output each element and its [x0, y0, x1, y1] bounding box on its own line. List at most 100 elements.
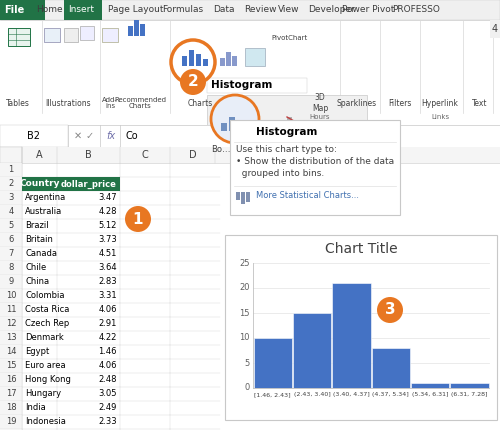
Circle shape	[377, 297, 403, 323]
Text: Costa Rica: Costa Rica	[25, 305, 70, 314]
Bar	[182, 56, 187, 66]
Text: 1.46: 1.46	[98, 347, 117, 356]
Text: 12: 12	[6, 319, 16, 329]
Text: 4.06: 4.06	[98, 305, 117, 314]
Text: 9: 9	[8, 277, 14, 286]
Bar	[0, 191, 22, 205]
Text: Hong Kong: Hong Kong	[25, 375, 71, 384]
Bar	[0, 233, 22, 247]
Text: E: E	[234, 150, 240, 160]
Text: 3.47: 3.47	[98, 194, 117, 203]
Text: 3: 3	[8, 194, 14, 203]
Text: G: G	[331, 150, 339, 160]
Text: 5: 5	[8, 221, 14, 230]
Bar	[22, 177, 57, 191]
Bar	[0, 247, 22, 261]
Text: Indonesia: Indonesia	[25, 418, 66, 427]
Bar	[80, 26, 94, 40]
Text: Czech Rep: Czech Rep	[25, 319, 69, 329]
Bar	[226, 52, 231, 66]
Bar	[0, 219, 22, 233]
Bar	[0, 177, 22, 191]
Bar	[232, 56, 237, 66]
Text: 10: 10	[240, 334, 250, 343]
Text: Histogram: Histogram	[211, 80, 272, 90]
Text: ✓: ✓	[86, 131, 94, 141]
Text: 4.06: 4.06	[98, 362, 117, 371]
Bar	[102, 28, 118, 42]
Text: Links: Links	[431, 114, 449, 120]
Bar	[294, 121, 299, 131]
Text: B: B	[85, 150, 92, 160]
Text: (4.37, 5.34]: (4.37, 5.34]	[372, 392, 409, 397]
Text: (5.34, 6.31]: (5.34, 6.31]	[412, 392, 449, 397]
Bar	[128, 26, 133, 36]
Text: 13: 13	[6, 334, 16, 343]
Bar	[450, 383, 488, 388]
Text: 4: 4	[492, 24, 498, 34]
Text: 2: 2	[188, 74, 198, 89]
Text: Developer: Developer	[308, 6, 355, 15]
Text: Australia: Australia	[25, 208, 62, 216]
Text: 17: 17	[6, 390, 16, 399]
Text: Add-
ins: Add- ins	[102, 96, 118, 110]
Text: Sparklines: Sparklines	[337, 98, 377, 108]
Text: Co: Co	[125, 131, 138, 141]
Text: Home: Home	[36, 6, 62, 15]
Text: 2.83: 2.83	[98, 277, 117, 286]
Text: 4.22: 4.22	[98, 334, 117, 343]
Bar	[241, 192, 245, 199]
Bar	[0, 303, 22, 317]
Bar	[140, 24, 145, 36]
Bar	[0, 0, 500, 20]
Text: • Show the distribution of the data: • Show the distribution of the data	[236, 157, 394, 166]
Circle shape	[180, 69, 206, 95]
Bar	[490, 20, 500, 38]
Text: Colombia: Colombia	[25, 292, 64, 301]
Text: Recommended
Charts: Recommended Charts	[114, 96, 166, 110]
Bar	[0, 331, 22, 345]
Text: Britain: Britain	[25, 236, 53, 245]
Text: grouped into bins.: grouped into bins.	[236, 169, 324, 178]
Text: Denmark: Denmark	[25, 334, 64, 343]
Text: Text: Text	[472, 98, 488, 108]
Text: 20: 20	[240, 283, 250, 292]
Text: B2: B2	[28, 131, 40, 141]
Text: Chart Title: Chart Title	[324, 242, 398, 256]
Text: (6.31, 7.28]: (6.31, 7.28]	[451, 392, 488, 397]
Bar	[220, 58, 225, 66]
Text: ✕: ✕	[74, 131, 82, 141]
Text: Euro area: Euro area	[25, 362, 66, 371]
Text: PROFESSO: PROFESSO	[392, 6, 440, 15]
Bar	[0, 147, 22, 163]
Bar	[241, 195, 245, 204]
Bar	[0, 275, 22, 289]
Text: 0: 0	[245, 384, 250, 393]
Text: Bo…: Bo…	[211, 144, 231, 154]
Text: 3.73: 3.73	[98, 236, 117, 245]
Text: 4.28: 4.28	[98, 208, 117, 216]
Text: 2.49: 2.49	[98, 403, 117, 412]
Bar	[57, 177, 120, 191]
Bar	[0, 147, 500, 163]
Text: File: File	[4, 5, 24, 15]
Bar	[245, 48, 265, 66]
Text: dollar_price: dollar_price	[60, 179, 116, 189]
Text: (3.40, 4.37]: (3.40, 4.37]	[333, 392, 370, 397]
Text: Insert: Insert	[68, 6, 94, 15]
Bar	[246, 192, 250, 197]
Text: Country: Country	[19, 179, 60, 188]
Bar	[44, 28, 60, 42]
Bar	[0, 415, 22, 429]
Text: Power Pivot: Power Pivot	[342, 6, 394, 15]
Text: Hungary: Hungary	[25, 390, 61, 399]
Text: View: View	[278, 6, 299, 15]
Text: 2.91: 2.91	[98, 319, 117, 329]
Text: 1: 1	[8, 166, 14, 175]
Text: 25: 25	[240, 258, 250, 267]
Bar	[0, 163, 22, 177]
Text: (2.43, 3.40]: (2.43, 3.40]	[294, 392, 331, 397]
Text: 2: 2	[8, 179, 14, 188]
Text: 2.33: 2.33	[98, 418, 117, 427]
Bar	[0, 125, 68, 147]
